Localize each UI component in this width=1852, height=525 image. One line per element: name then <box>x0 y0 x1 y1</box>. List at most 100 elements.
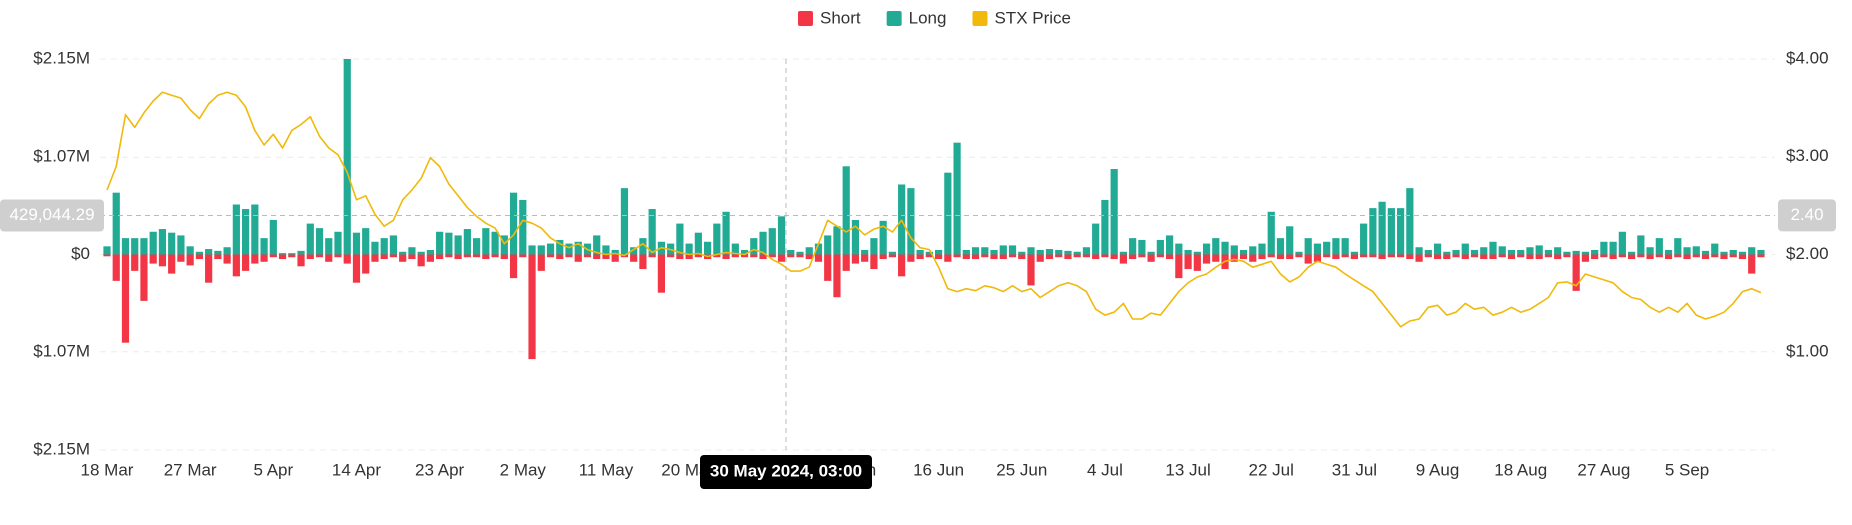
x-tick-label: 14 Apr <box>332 460 381 479</box>
y-tick-label: $2.15M <box>33 439 90 458</box>
bar <box>371 254 379 262</box>
bar <box>1082 247 1091 255</box>
bar <box>722 211 730 255</box>
bar <box>1230 245 1238 255</box>
bar <box>1664 249 1673 255</box>
bar <box>1036 254 1044 262</box>
bar <box>1655 254 1663 258</box>
bar <box>1406 188 1414 255</box>
bar <box>1119 251 1127 255</box>
x-tick-label: 18 Aug <box>1494 460 1547 479</box>
bar <box>168 254 176 274</box>
bar <box>1692 246 1700 255</box>
bar <box>1304 254 1312 264</box>
bar <box>500 235 508 255</box>
bar <box>1249 246 1257 255</box>
bar <box>648 254 656 258</box>
bar <box>288 254 296 258</box>
x-tick-label: 25 Jun <box>996 460 1047 479</box>
legend-item[interactable]: Short <box>798 8 861 27</box>
bar <box>1609 254 1617 260</box>
bar <box>288 253 296 255</box>
bar <box>1249 254 1257 262</box>
bar <box>842 254 850 271</box>
bar <box>962 254 970 260</box>
bar <box>1184 249 1192 255</box>
bar <box>953 142 961 255</box>
bar <box>242 209 250 255</box>
bar <box>1295 251 1303 255</box>
bar <box>1452 254 1460 258</box>
bar <box>1239 249 1248 255</box>
bar <box>1461 254 1469 260</box>
bar <box>833 254 841 298</box>
bar <box>981 254 989 258</box>
bar <box>768 228 776 255</box>
bar <box>1738 251 1747 255</box>
bar <box>999 254 1007 260</box>
bar <box>1674 238 1682 255</box>
bar <box>574 254 582 262</box>
crosshair-y2-box <box>1778 199 1836 232</box>
bar <box>306 254 314 260</box>
bar <box>731 243 739 255</box>
bar <box>814 243 823 255</box>
bar <box>1563 251 1571 255</box>
bar <box>620 188 629 255</box>
bar <box>814 254 823 262</box>
bar <box>436 254 444 260</box>
bar <box>1480 254 1488 260</box>
bar <box>1175 254 1183 279</box>
bar <box>888 254 896 258</box>
legend-item[interactable]: Long <box>886 8 947 27</box>
bar <box>214 254 222 260</box>
bar <box>657 254 665 293</box>
bar <box>796 254 804 258</box>
bar <box>1147 254 1155 262</box>
bar <box>149 231 157 255</box>
bar <box>408 254 416 260</box>
bar <box>546 254 555 258</box>
bar <box>1008 254 1017 258</box>
bar <box>898 184 906 255</box>
bar <box>740 249 749 255</box>
bar <box>1720 254 1728 260</box>
bar <box>1507 249 1516 255</box>
bar <box>1711 254 1719 258</box>
bar <box>1563 254 1571 258</box>
bar <box>1129 254 1137 260</box>
bar <box>1526 247 1534 255</box>
bar <box>1045 254 1054 260</box>
bar <box>630 247 638 255</box>
legend-item[interactable]: STX Price <box>972 8 1071 27</box>
bar <box>713 254 721 258</box>
legend-label: Long <box>909 8 947 27</box>
bar <box>796 251 804 255</box>
bar <box>177 235 185 255</box>
bar <box>1350 254 1358 260</box>
bar <box>1027 247 1035 255</box>
bar <box>1544 254 1553 258</box>
bar <box>1276 238 1285 255</box>
x-tick-label: 13 Jul <box>1165 460 1210 479</box>
bar <box>1027 254 1035 286</box>
bar <box>426 254 434 262</box>
bar <box>1646 254 1654 260</box>
bar <box>1018 254 1026 260</box>
bar <box>454 254 462 260</box>
bar <box>232 254 240 277</box>
bar <box>971 247 980 255</box>
bar <box>149 254 157 264</box>
bar <box>935 254 943 260</box>
bar <box>306 223 314 255</box>
bar <box>214 250 222 255</box>
legend-label: Short <box>820 8 861 27</box>
bar <box>777 216 786 255</box>
bar <box>1757 254 1765 258</box>
bar <box>1350 251 1358 255</box>
bar <box>1674 254 1682 258</box>
bar <box>131 254 139 271</box>
x-tick-label: 9 Aug <box>1416 460 1460 479</box>
bar <box>925 254 933 258</box>
